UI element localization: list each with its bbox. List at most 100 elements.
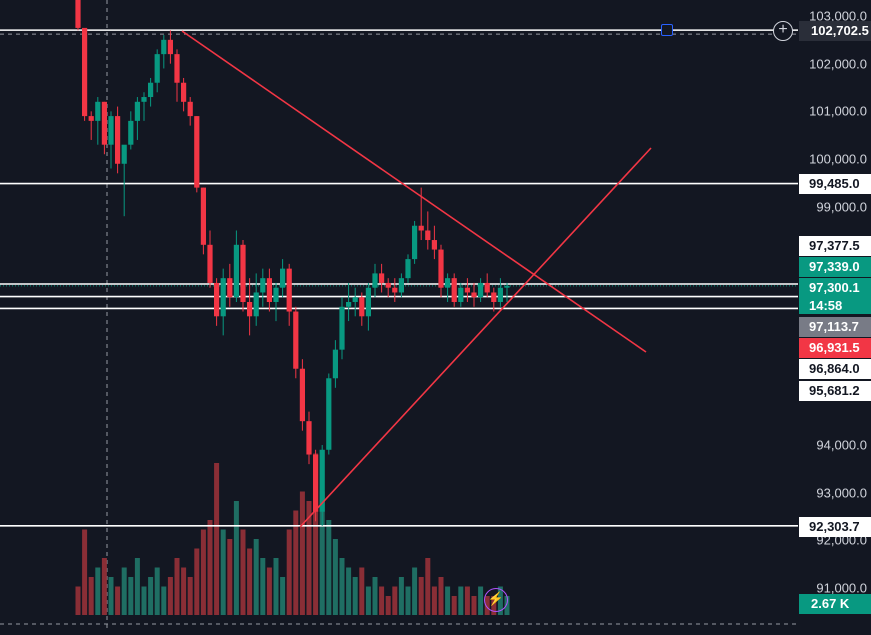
candle-body — [260, 278, 266, 293]
candle-body — [438, 249, 444, 288]
volume-bar — [154, 567, 160, 615]
volume-bar — [214, 463, 220, 615]
volume-bar — [167, 577, 173, 615]
candle-body — [497, 287, 503, 302]
volume-bar — [313, 453, 319, 615]
candle-body — [181, 82, 187, 102]
volume-bar — [359, 567, 365, 615]
volume-bar — [293, 510, 299, 615]
candle-body — [141, 97, 147, 102]
candle-body — [148, 82, 154, 98]
candle-body — [293, 311, 299, 369]
volume-bar — [379, 586, 385, 615]
candle-body — [101, 101, 107, 145]
price-tick-label: 102,000.0 — [809, 56, 867, 72]
volume-bar — [121, 567, 127, 615]
candle-body — [154, 54, 160, 83]
candle-body — [464, 287, 470, 293]
candle-body — [332, 349, 338, 379]
candle-body — [359, 297, 365, 317]
candle-body — [418, 225, 424, 231]
volume-bar — [504, 596, 510, 615]
volume-bar — [141, 586, 147, 615]
candle-body — [115, 116, 121, 164]
volume-bar — [346, 567, 352, 615]
candle-body — [128, 120, 134, 145]
candle-body — [458, 287, 464, 302]
candle-body — [326, 378, 332, 450]
volume-bar — [319, 491, 325, 615]
volume-bar — [247, 548, 253, 615]
candle-body — [220, 278, 226, 317]
volume-bar — [438, 577, 444, 615]
volume-bar — [332, 539, 338, 615]
volume-bar — [464, 586, 470, 615]
level-tag: 99,485.0 — [799, 174, 871, 194]
candle-body — [247, 302, 253, 317]
candle-body — [392, 287, 398, 293]
candle-body — [319, 449, 325, 512]
volume-bar — [326, 520, 332, 615]
volume-bar — [207, 520, 213, 615]
candle-body — [346, 302, 352, 307]
candle-body — [445, 278, 451, 288]
volume-bar — [339, 558, 345, 615]
candlestick-chart[interactable] — [0, 0, 798, 630]
candle-body — [187, 101, 193, 117]
candle-body — [240, 244, 246, 302]
candle-body — [161, 39, 167, 55]
volume-bar — [101, 558, 107, 615]
volume-bar — [365, 586, 371, 615]
price-scale[interactable]: 103,000.0 102,000.0 101,000.0 100,000.0 99,0… — [798, 0, 871, 630]
volume-bar — [445, 586, 451, 615]
volume-bar — [405, 586, 411, 615]
chart-pane[interactable]: ⚡ — [0, 0, 798, 630]
last-price-tag: 97,339.0 — [799, 257, 871, 277]
volume-bar — [108, 577, 114, 615]
candle-body — [425, 230, 431, 241]
volume-bar — [82, 529, 88, 615]
volume-bar — [286, 529, 292, 615]
candle-body — [365, 287, 371, 317]
price-tick-label: 100,000.0 — [809, 151, 867, 167]
level-tag: 97,113.7 — [799, 317, 871, 337]
crosshair-price-tag: 102,702.5 — [799, 21, 871, 41]
price-tick-label: 91,000.0 — [816, 580, 867, 596]
volume-bar — [181, 567, 187, 615]
candle-body — [299, 368, 305, 422]
volume-bar — [306, 501, 312, 615]
volume-bar — [187, 577, 193, 615]
add-alert-plus-icon[interactable]: + — [773, 21, 793, 41]
volume-bar — [299, 491, 305, 615]
candle-body — [82, 27, 88, 117]
volume-bar — [233, 501, 239, 615]
volume-bar — [431, 586, 437, 615]
volume-bar — [478, 586, 484, 615]
candle-body — [306, 421, 312, 455]
candle-body — [121, 144, 127, 164]
price-tick-label: 103,000.0 — [809, 8, 867, 24]
drawing-anchor-handle[interactable] — [661, 24, 673, 36]
bolt-icon[interactable]: ⚡ — [484, 588, 508, 612]
candle-body — [200, 187, 206, 245]
candle-body — [280, 268, 286, 288]
candle-body — [478, 282, 484, 298]
volume-bar — [200, 529, 206, 615]
candle-body — [491, 292, 497, 302]
volume-bar — [352, 577, 358, 615]
volume-bar — [75, 586, 81, 615]
candle-body — [405, 259, 411, 279]
volume-bar — [194, 548, 200, 615]
candle-body — [471, 292, 477, 298]
level-tag: 97,377.5 — [799, 236, 871, 256]
level-tag: 95,681.2 — [799, 381, 871, 401]
volume-bar — [392, 586, 398, 615]
volume-bar — [372, 577, 378, 615]
price-tick-label: 101,000.0 — [809, 103, 867, 119]
volume-bar — [266, 567, 272, 615]
volume-bar — [398, 577, 404, 615]
volume-bar — [425, 558, 431, 615]
candle-body — [108, 116, 114, 145]
candle-body — [379, 273, 385, 283]
level-tag: 92,303.7 — [799, 517, 871, 537]
